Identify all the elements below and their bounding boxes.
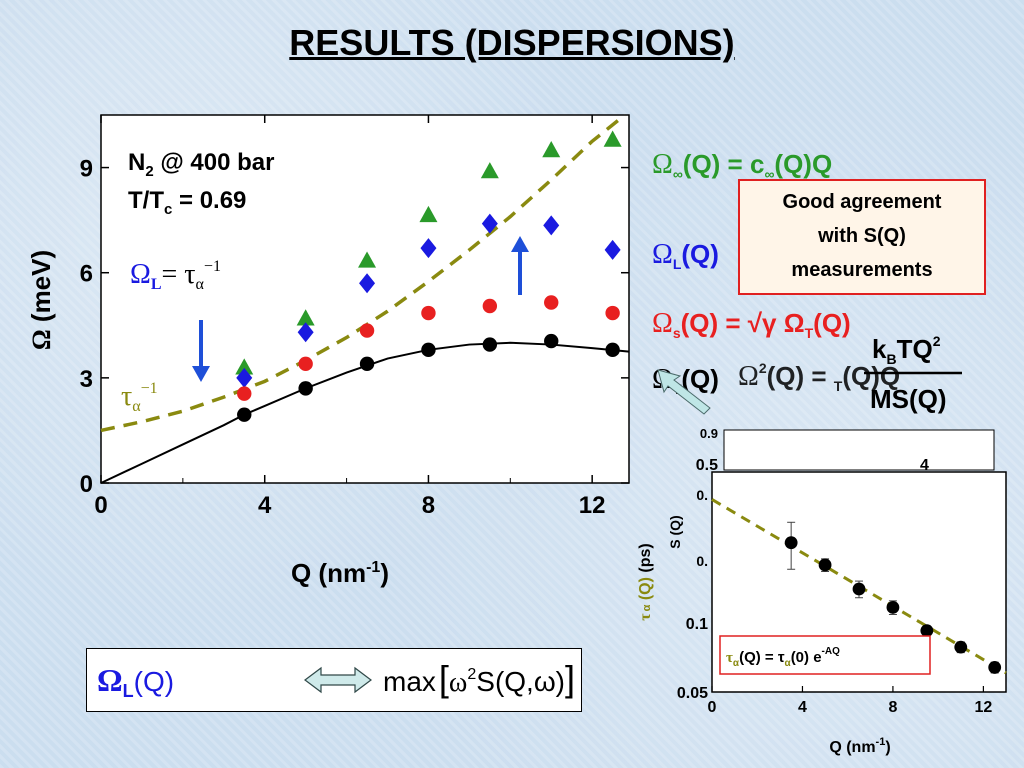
y-tick-label: 9 xyxy=(80,156,93,183)
definition-lhs: ΩL(Q) xyxy=(97,662,174,701)
data-point-circle xyxy=(421,305,436,321)
omega-l-relation: ΩL= τα−1 xyxy=(130,258,221,293)
sq-inset-back: 0.9 0.5 4 xyxy=(696,426,995,472)
inset-y-label: τα (Q) (ps) xyxy=(637,543,654,620)
condition-pressure: N2 @ 400 bar xyxy=(128,149,274,180)
data-point-diamond xyxy=(604,239,621,260)
dispersion-chart: 0 4 8 12 0 3 6 9 N2 @ 400 bar T/Tc = 0.69 ΩL= τ… xyxy=(26,113,630,588)
data-point-circle xyxy=(544,333,559,349)
inset-y-tick-label: 0.05 xyxy=(677,685,708,702)
agreement-note: Good agreement with S(Q) measurements xyxy=(738,179,986,295)
data-point-circle xyxy=(544,295,559,310)
back-tick-05: 0.5 xyxy=(696,457,718,472)
inset-x-tick-label: 12 xyxy=(974,699,992,716)
agreement-line: Good agreement xyxy=(782,191,942,213)
inset-x-tick-label: 8 xyxy=(888,699,897,716)
inset-x-tick-label: 4 xyxy=(798,699,807,716)
main-y-axis-label: Ω (meV) xyxy=(26,250,56,350)
omega-t-curve xyxy=(100,341,630,484)
data-point-triangle xyxy=(358,251,377,268)
data-point-diamond xyxy=(359,273,376,294)
y-tick-label: 3 xyxy=(80,366,93,393)
data-point-diamond xyxy=(236,367,253,388)
legend-omega-l: ΩL(Q) xyxy=(652,239,719,272)
dispersion-legend: Ω∞(Q) = c∞(Q)Q ΩL(Q) Ωs(Q) = √γ ΩT(Q) ΩT… xyxy=(652,149,962,414)
inset-x-axis-label: Q (nm-1) xyxy=(829,736,890,756)
inset-data-point xyxy=(920,624,934,638)
double-arrow xyxy=(304,666,372,694)
fraction-denominator: MS(Q) xyxy=(870,384,947,414)
data-point-circle xyxy=(482,337,498,352)
x-tick-label: 8 xyxy=(422,492,435,519)
tau-relation: τα(Q) = τα(0) e-AQ xyxy=(726,646,840,669)
data-point-circle xyxy=(359,356,375,372)
down-arrow xyxy=(192,320,210,382)
pointer-arrow xyxy=(657,369,711,415)
slide-title: RESULTS (DISPERSIONS) xyxy=(289,22,735,63)
data-point-circle xyxy=(482,298,498,314)
fraction-numerator: kBTQ2 xyxy=(872,333,941,367)
y-tick-label: 0 xyxy=(80,471,93,498)
data-point-circle xyxy=(605,342,620,358)
back-partial-label: 4 xyxy=(920,457,929,472)
data-point-triangle xyxy=(480,162,499,179)
relation-box xyxy=(719,635,931,675)
legend-omega-t-overlap: Ω2(Q) = T(Q)Q xyxy=(738,360,900,394)
data-point-diamond xyxy=(420,238,437,259)
agreement-line: with S(Q) xyxy=(818,225,906,247)
back-tick-09: 0.9 xyxy=(700,426,718,441)
inset-x-tick-label: 0 xyxy=(708,699,717,716)
definition-formula: ΩL(Q) max[ω2S(Q,ω)] xyxy=(97,658,575,701)
data-point-circle xyxy=(298,356,313,372)
data-point-diamond xyxy=(297,322,314,343)
y-tick-label: 6 xyxy=(80,261,93,288)
data-point-triangle xyxy=(603,130,622,147)
data-point-triangle xyxy=(542,141,561,158)
inset-data-point xyxy=(784,536,798,550)
dispersion-definition: ΩL(Q) max[ω2S(Q,ω)] xyxy=(86,648,582,712)
data-point-circle xyxy=(605,305,620,321)
agreement-line: measurements xyxy=(791,259,933,281)
tau-inset-chart: 0 4 8 12 0.05 0. 0. 0.1 S (Q) τα (Q) (ps) τα… xyxy=(637,471,1007,756)
data-point-circle xyxy=(237,386,252,401)
data-point-circle xyxy=(237,407,252,422)
up-arrow xyxy=(511,236,529,295)
data-point-circle xyxy=(421,342,436,358)
legend-omega-inf: Ω∞(Q) = c∞(Q)Q xyxy=(652,149,832,182)
data-point-diamond xyxy=(481,213,498,234)
inset-partial-tick-1: 0. xyxy=(696,487,708,503)
inset-data-point xyxy=(886,601,900,614)
data-point-circle xyxy=(359,323,375,338)
inset-partial-tick-2: 0. xyxy=(696,553,708,569)
tau-curve-label: τα−1 xyxy=(121,380,158,415)
data-point-diamond xyxy=(543,215,560,236)
inset-data-point xyxy=(954,640,968,654)
inset-data-point xyxy=(818,558,832,572)
x-tick-label: 12 xyxy=(579,492,606,519)
data-point-triangle xyxy=(296,309,315,326)
data-point-triangle xyxy=(419,205,438,223)
condition-temperature: T/Tc = 0.69 xyxy=(128,187,246,218)
main-x-axis-label: Q (nm-1) xyxy=(291,558,389,588)
inset-data-point xyxy=(988,661,1002,674)
inset-data-point xyxy=(852,582,866,596)
x-tick-label: 4 xyxy=(258,492,272,519)
definition-rhs: max[ω2S(Q,ω)] xyxy=(383,658,575,699)
legend-omega-s: Ωs(Q) = √γ ΩT(Q) xyxy=(652,308,851,341)
data-point-circle xyxy=(298,381,313,396)
data-point-triangle xyxy=(235,358,254,375)
main-plot-frame xyxy=(100,114,630,484)
x-tick-label: 0 xyxy=(94,492,107,519)
inset-partial-tick-3: 0.1 xyxy=(686,616,708,633)
back-y-label: S (Q) xyxy=(667,515,683,548)
